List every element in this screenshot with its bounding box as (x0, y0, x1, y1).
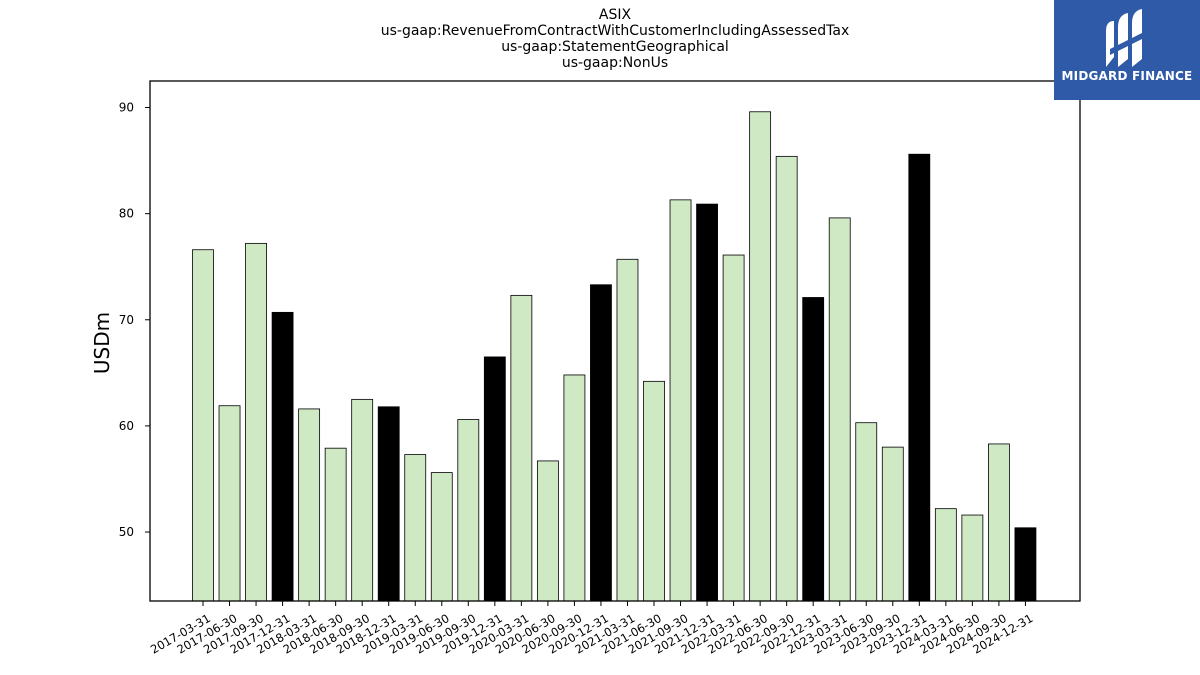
y-tick-label-60: 60 (119, 419, 134, 433)
y-tick-label-70: 70 (119, 313, 134, 327)
y-tick-label-90: 90 (119, 101, 134, 115)
chart-title-line-4: us-gaap:NonUs (561, 55, 669, 71)
bar-2020-06-30 (536, 460, 559, 602)
midgard-finance-logo: MIDGARD FINANCE (1054, 0, 1200, 100)
bar-2023-03-31 (828, 217, 851, 602)
bar-2024-12-31 (1014, 527, 1037, 602)
bar-2017-09-30 (245, 242, 267, 602)
bar-2017-03-31 (192, 249, 214, 602)
bar-2017-06-30 (218, 405, 241, 602)
bar-2022-03-31 (722, 254, 745, 602)
chart-title: ASIX us-gaap:RevenueFromContractWithCust… (150, 7, 1080, 71)
bar-2017-12-31 (271, 311, 294, 602)
y-axis-label: USDm (90, 312, 114, 374)
chart-title-line-1: ASIX (598, 7, 632, 23)
bar-2023-12-31 (908, 153, 931, 602)
bar-2018-03-31 (298, 408, 321, 602)
bar-2023-06-30 (855, 422, 878, 602)
bar-2024-03-31 (934, 508, 957, 602)
bar-2019-03-31 (404, 454, 427, 602)
bar-2019-06-30 (430, 472, 453, 602)
midgard-logo-icon (1106, 9, 1146, 67)
chart-title-line-3: us-gaap:StatementGeographical (501, 39, 729, 55)
bar-2020-09-30 (563, 374, 586, 602)
x-axis: 2017-03-312017-06-302017-09-302017-12-31… (148, 601, 1035, 657)
bar-2018-06-30 (324, 447, 347, 602)
bar-2018-12-31 (377, 406, 400, 602)
plot-frame (149, 80, 1081, 602)
bar-2021-06-30 (643, 380, 665, 602)
bar-2022-12-31 (802, 297, 825, 602)
y-axis: 50 60 70 80 90 (119, 101, 150, 539)
bar-2022-06-30 (749, 111, 772, 602)
bar-2021-09-30 (669, 199, 692, 602)
bars-group (192, 111, 1037, 602)
bar-2021-03-31 (616, 258, 639, 602)
y-tick-label-80: 80 (119, 207, 134, 221)
bar-2023-09-30 (881, 446, 904, 602)
bar-2021-12-31 (696, 203, 718, 602)
bar-2018-09-30 (351, 398, 374, 602)
bar-2020-12-31 (590, 284, 612, 602)
y-tick-label-50: 50 (119, 525, 134, 539)
bar-2020-03-31 (510, 294, 533, 602)
bar-2022-09-30 (775, 155, 798, 602)
chart-title-line-2: us-gaap:RevenueFromContractWithCustomerI… (380, 23, 850, 39)
logo-text: MIDGARD FINANCE (1061, 69, 1193, 83)
bar-2024-06-30 (961, 514, 984, 602)
bar-2024-09-30 (988, 443, 1010, 602)
bar-2019-09-30 (457, 419, 480, 602)
bar-2019-12-31 (483, 356, 506, 602)
